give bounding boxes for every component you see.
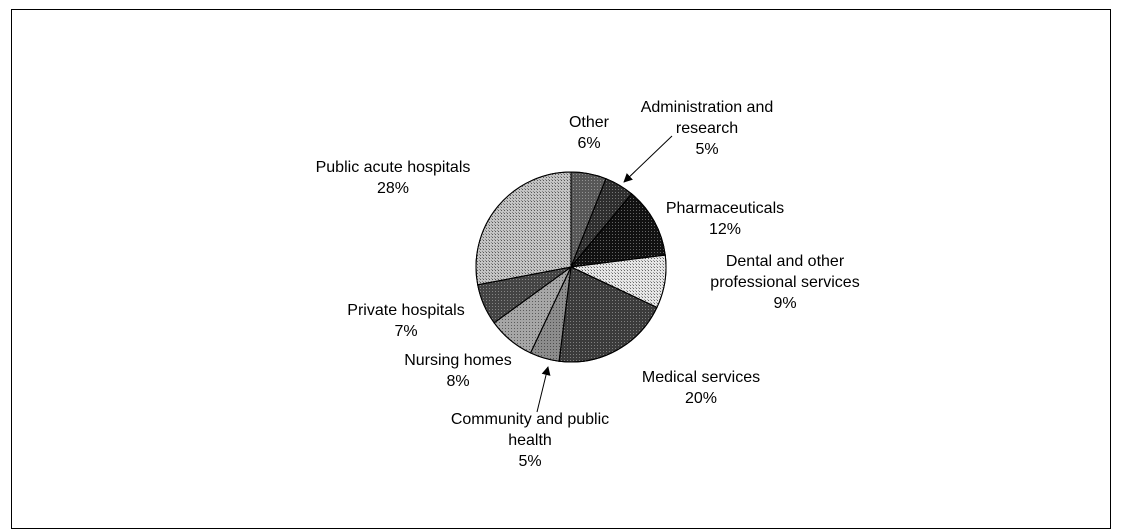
slice-label-dental-and-other-professional-services: Dental and other professional services 9% — [710, 253, 859, 312]
pie-slice-texture-medical-services — [558, 266, 658, 363]
leader-line-administration-and-research — [623, 135, 673, 183]
slice-label-other: Other 6% — [569, 114, 610, 152]
leader-lines — [536, 135, 673, 413]
leader-line-community-and-public-health — [536, 366, 551, 413]
pie-slice-texture-pharmaceuticals — [569, 193, 666, 268]
pie-slice-texture-public-acute-hospitals — [475, 171, 572, 286]
slice-label-community-and-public-health: Community and public health 5% — [451, 411, 609, 470]
slice-label-public-acute-hospitals: Public acute hospitals 28% — [316, 159, 471, 197]
slice-label-nursing-homes: Nursing homes 8% — [404, 352, 512, 390]
slice-label-private-hospitals: Private hospitals 7% — [347, 302, 464, 340]
slice-label-administration-and-research: Administration and research 5% — [641, 99, 774, 158]
pie-slices — [475, 171, 667, 363]
pie-labels: Other 6% Administration and research 5% Pharm… — [316, 99, 860, 470]
slice-label-medical-services: Medical services 20% — [642, 369, 760, 407]
slice-label-pharmaceuticals: Pharmaceuticals 12% — [666, 200, 784, 238]
